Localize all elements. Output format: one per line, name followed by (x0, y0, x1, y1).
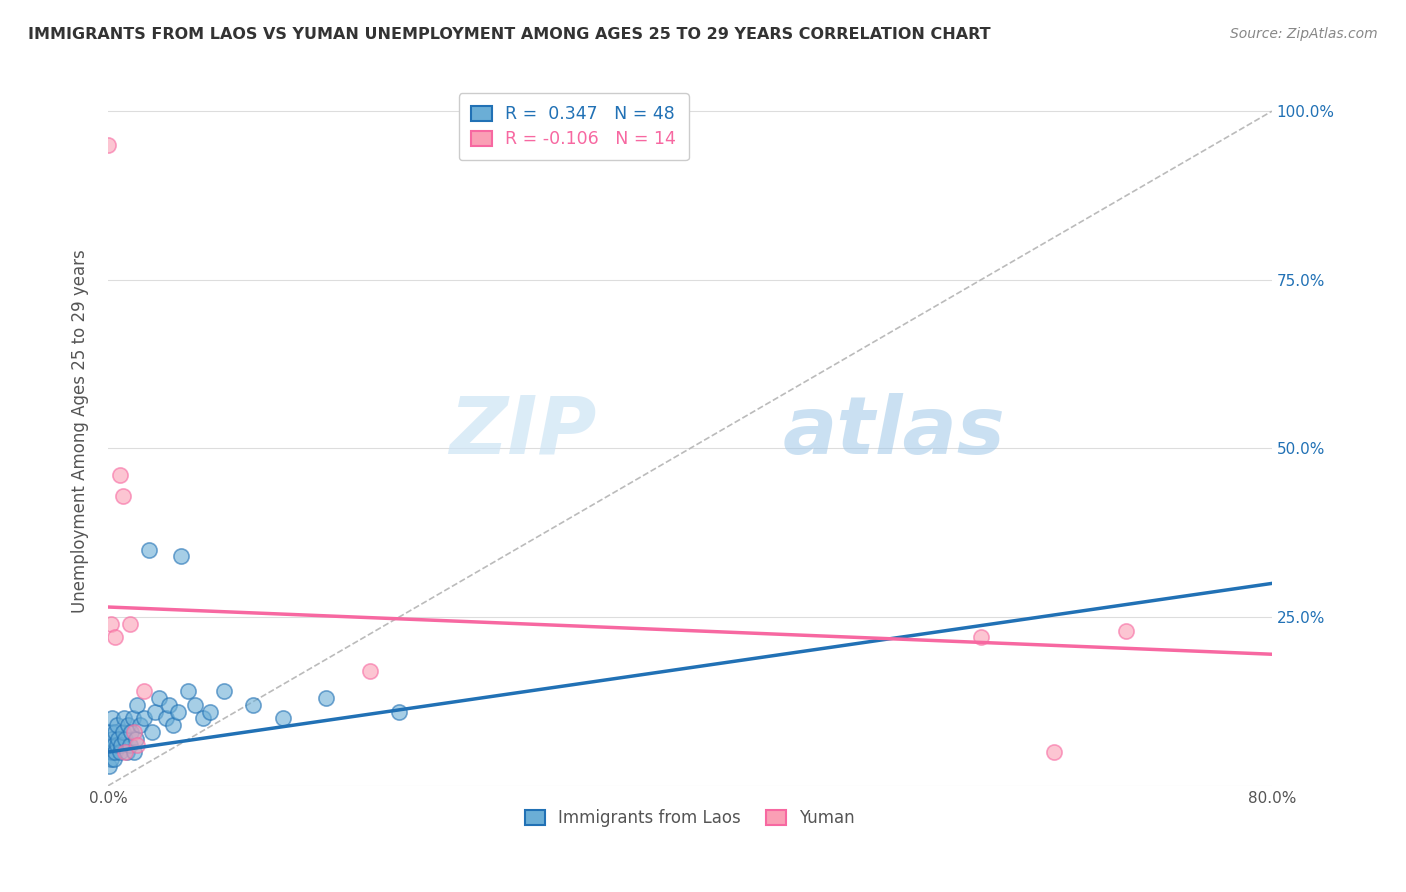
Point (184, 698, 207, 712)
Point (122, 724, 145, 739)
Point (110, 739, 132, 753)
Point (134, 684, 156, 698)
Point (315, 691, 337, 706)
Point (155, 711, 177, 725)
Point (122, 745, 145, 759)
Point (124, 731, 146, 746)
Point (170, 549, 193, 564)
Text: ZIP: ZIP (450, 392, 596, 471)
Text: IMMIGRANTS FROM LAOS VS YUMAN UNEMPLOYMENT AMONG AGES 25 TO 29 YEARS CORRELATION: IMMIGRANTS FROM LAOS VS YUMAN UNEMPLOYME… (28, 27, 991, 42)
Point (115, 745, 138, 759)
Point (104, 724, 127, 739)
Point (166, 705, 188, 719)
Point (105, 739, 128, 753)
Point (118, 616, 141, 631)
Point (103, 739, 125, 753)
Point (138, 542, 160, 557)
Point (198, 705, 221, 719)
Point (359, 664, 381, 678)
Point (111, 724, 134, 739)
Point (157, 698, 180, 712)
Point (100, 739, 122, 753)
Point (108, 468, 131, 483)
Point (100, 724, 122, 739)
Point (127, 739, 149, 753)
Point (112, 711, 135, 725)
Point (127, 698, 149, 712)
Point (129, 718, 152, 732)
Text: atlas: atlas (783, 392, 1005, 471)
Point (101, 711, 124, 725)
Point (97, 745, 120, 759)
Point (101, 745, 124, 759)
Point (177, 684, 200, 698)
Point (104, 631, 127, 645)
Point (100, 616, 122, 631)
Point (101, 731, 124, 746)
Point (114, 731, 136, 746)
Point (107, 731, 129, 746)
Point (121, 711, 143, 725)
Point (104, 745, 127, 759)
Point (118, 739, 141, 753)
Point (1115, 624, 1137, 638)
Point (103, 752, 125, 766)
Point (242, 698, 264, 712)
Point (143, 705, 166, 719)
Point (108, 745, 131, 759)
Point (105, 718, 128, 732)
Point (191, 711, 214, 725)
Point (134, 711, 156, 725)
Point (1042, 745, 1064, 759)
Point (141, 724, 163, 739)
Point (214, 684, 236, 698)
Point (162, 718, 184, 732)
Point (271, 711, 294, 725)
Point (970, 631, 993, 645)
Point (114, 745, 136, 759)
Point (100, 752, 122, 766)
Point (117, 718, 139, 732)
Y-axis label: Unemployment Among Ages 25 to 29 years: Unemployment Among Ages 25 to 29 years (72, 250, 89, 614)
Point (97, 137, 120, 152)
Legend: Immigrants from Laos, Yuman: Immigrants from Laos, Yuman (519, 803, 862, 834)
Text: Source: ZipAtlas.com: Source: ZipAtlas.com (1230, 27, 1378, 41)
Point (98, 758, 121, 772)
Point (148, 691, 170, 706)
Point (120, 724, 142, 739)
Point (388, 705, 411, 719)
Point (111, 489, 134, 503)
